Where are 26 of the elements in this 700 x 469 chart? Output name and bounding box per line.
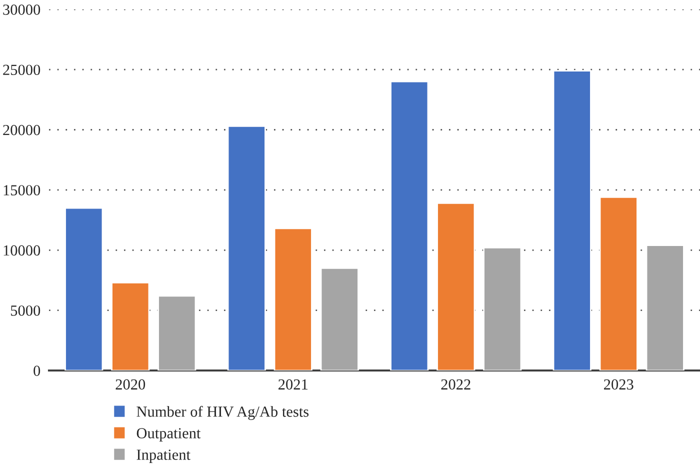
y-tick-label: 20000 bbox=[3, 124, 40, 136]
x-tick-label: 2022 bbox=[441, 379, 470, 390]
x-tick-label: 2020 bbox=[116, 379, 146, 390]
bar bbox=[390, 80, 429, 371]
bar bbox=[646, 244, 684, 371]
bar bbox=[552, 70, 592, 371]
y-tick-label: 15000 bbox=[4, 185, 40, 196]
y-tick-label: 10000 bbox=[4, 245, 40, 256]
bar bbox=[64, 207, 104, 371]
bar bbox=[599, 196, 638, 371]
bar bbox=[436, 202, 476, 371]
bar bbox=[483, 247, 522, 371]
y-tick-label: 0 bbox=[34, 366, 40, 376]
legend-label: Number of HIV Ag/Ab tests bbox=[136, 406, 309, 420]
bar bbox=[274, 228, 312, 371]
bar bbox=[111, 282, 150, 371]
y-tick-label: 25000 bbox=[3, 64, 40, 76]
legend-label: Inpatient bbox=[136, 450, 190, 463]
bar bbox=[320, 267, 359, 371]
legend-label: Outpatient bbox=[136, 428, 201, 442]
x-tick-label: 2023 bbox=[604, 379, 634, 390]
x-tick-label: 2021 bbox=[278, 379, 308, 390]
y-tick-label: 30000 bbox=[3, 4, 40, 15]
y-tick-label: 5000 bbox=[11, 305, 40, 316]
bar bbox=[227, 125, 266, 371]
bar bbox=[158, 295, 196, 371]
